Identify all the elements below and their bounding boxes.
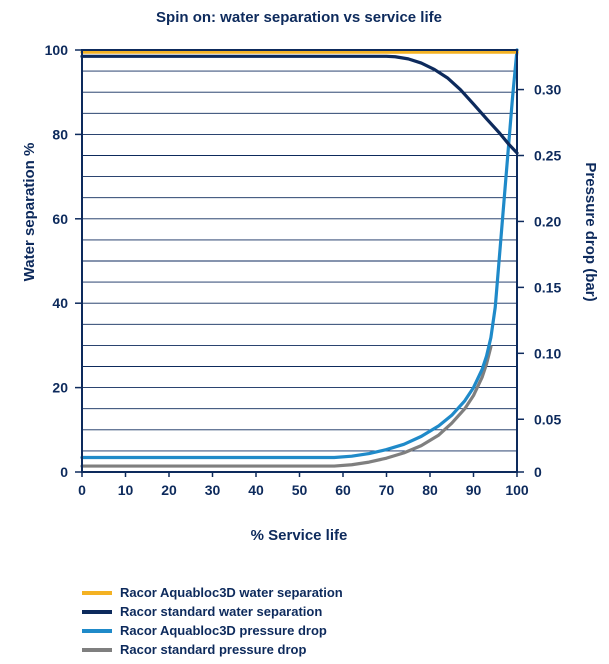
legend: Racor Aquabloc3D water separation Racor s… <box>82 583 343 659</box>
legend-label: Racor Aquabloc3D water separation <box>120 585 343 600</box>
x-tick-label: 70 <box>379 482 395 498</box>
x-tick-labels: 0 10 20 30 40 50 60 70 80 90 100 <box>78 472 529 498</box>
legend-swatch <box>82 609 112 614</box>
x-tick-label: 10 <box>118 482 134 498</box>
legend-label: Racor standard pressure drop <box>120 642 307 657</box>
y2-tick-label: 0.10 <box>534 345 561 361</box>
x-axis-label: % Service life <box>251 527 348 544</box>
legend-item: Racor Aquabloc3D pressure drop <box>82 621 343 640</box>
legend-swatch <box>82 590 112 595</box>
x-tick-label: 0 <box>78 482 86 498</box>
chart: Spin on: water separation vs service lif… <box>21 9 599 544</box>
legend-swatch <box>82 647 112 652</box>
y-tick-labels: 0 20 40 60 80 100 <box>45 42 82 480</box>
y-tick-label: 100 <box>45 42 69 58</box>
x-tick-label: 100 <box>505 482 529 498</box>
series-line <box>80 345 493 468</box>
grid-lines <box>82 70 517 452</box>
x-tick-label: 60 <box>335 482 351 498</box>
y2-tick-label: 0.25 <box>534 148 561 164</box>
x-tick-label: 40 <box>248 482 264 498</box>
series-line <box>80 48 519 460</box>
x-tick-label: 90 <box>466 482 482 498</box>
y2-tick-labels: 0 0.05 0.10 0.15 0.20 0.25 0.30 <box>517 82 561 480</box>
chart-title: Spin on: water separation vs service lif… <box>156 9 442 26</box>
legend-item: Racor Aquabloc3D water separation <box>82 583 343 602</box>
series-line <box>80 54 519 155</box>
legend-label: Racor standard water separation <box>120 604 323 619</box>
y-tick-label: 40 <box>52 295 68 311</box>
y2-tick-label: 0.05 <box>534 411 561 427</box>
y2-tick-label: 0 <box>534 464 542 480</box>
y2-tick-label: 0.20 <box>534 213 561 229</box>
y2-tick-label: 0.15 <box>534 279 561 295</box>
y-tick-label: 80 <box>52 126 68 142</box>
y2-tick-label: 0.30 <box>534 82 561 98</box>
y-tick-label: 60 <box>52 211 68 227</box>
y2-axis-label: Pressure drop (bar) <box>582 162 599 301</box>
legend-item: Racor standard pressure drop <box>82 640 343 659</box>
y-tick-label: 0 <box>60 464 68 480</box>
x-tick-label: 30 <box>205 482 221 498</box>
y-tick-label: 20 <box>52 380 68 396</box>
x-tick-label: 80 <box>422 482 438 498</box>
y-axis-label: Water separation % <box>21 143 38 282</box>
x-tick-label: 20 <box>161 482 177 498</box>
legend-item: Racor standard water separation <box>82 602 343 621</box>
series-lines <box>80 48 519 468</box>
legend-swatch <box>82 628 112 633</box>
x-tick-label: 50 <box>292 482 308 498</box>
legend-label: Racor Aquabloc3D pressure drop <box>120 623 327 638</box>
